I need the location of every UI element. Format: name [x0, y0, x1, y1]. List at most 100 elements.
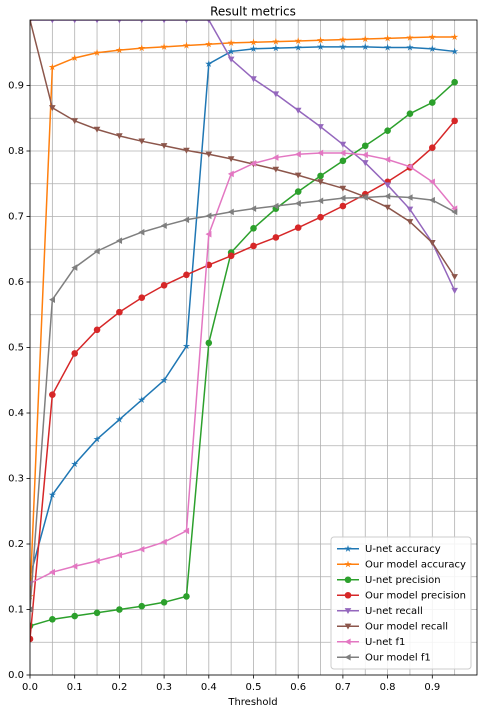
data-point: [117, 20, 122, 24]
data-point: [71, 350, 78, 357]
x-tick-label: 0.7: [335, 682, 351, 693]
data-point: [451, 117, 458, 125]
data-point: [429, 240, 436, 246]
data-point: [250, 205, 257, 212]
legend-marker: [344, 638, 351, 646]
data-point: [183, 271, 190, 279]
data-point: [49, 296, 55, 303]
series-line: [30, 81, 456, 627]
data-point: [227, 252, 235, 260]
data-point: [339, 194, 346, 202]
data-point: [160, 376, 168, 384]
data-point: [272, 154, 279, 161]
data-point: [294, 172, 302, 179]
data-point: [294, 43, 302, 51]
data-point: [183, 593, 190, 600]
data-point: [49, 616, 56, 623]
data-point: [93, 126, 101, 133]
data-point: [316, 36, 325, 44]
data-point: [339, 149, 346, 157]
y-tick-label: 0.9: [8, 81, 24, 92]
data-point: [49, 391, 56, 398]
data-point: [205, 151, 213, 158]
x-tick-label: 0.6: [290, 682, 306, 693]
data-point: [339, 43, 347, 50]
data-point: [429, 99, 436, 106]
data-point: [451, 47, 459, 55]
data-point: [115, 46, 124, 54]
x-tick-label: 0.1: [67, 682, 83, 693]
data-point: [93, 435, 101, 443]
data-point: [227, 170, 234, 178]
series-line: [30, 120, 456, 640]
data-point: [227, 56, 235, 63]
data-point: [93, 609, 101, 617]
data-point: [451, 287, 458, 294]
data-point: [115, 415, 124, 423]
data-point: [406, 163, 413, 171]
data-point: [50, 20, 55, 24]
data-point: [294, 150, 301, 158]
data-point: [138, 396, 146, 403]
data-point: [116, 133, 123, 140]
data-point: [162, 20, 166, 24]
legend-marker: [344, 653, 351, 661]
data-point: [138, 294, 146, 302]
data-point: [272, 166, 280, 173]
data-point: [294, 200, 301, 207]
y-tick-label: 0.8: [8, 146, 24, 157]
data-point: [272, 234, 280, 241]
data-point: [160, 43, 168, 50]
data-point: [428, 45, 436, 52]
data-point: [361, 194, 368, 201]
data-point: [294, 188, 302, 195]
x-tick-label: 0.8: [380, 682, 396, 693]
data-point: [30, 606, 33, 613]
data-point: [205, 40, 213, 48]
y-tick-label: 0.5: [8, 343, 24, 354]
data-point: [205, 60, 213, 67]
data-point: [182, 342, 191, 350]
data-point: [272, 202, 279, 210]
y-tick-label: 0.1: [8, 605, 24, 616]
data-point: [339, 141, 347, 148]
data-point: [49, 568, 55, 576]
data-point: [205, 212, 212, 220]
data-point: [250, 224, 257, 232]
data-point: [139, 20, 144, 24]
data-point: [317, 197, 324, 205]
data-point: [429, 178, 435, 186]
x-tick-label: 0.9: [424, 682, 440, 693]
data-point: [384, 127, 391, 134]
data-point: [429, 196, 435, 204]
legend-label: U-net accuracy: [365, 544, 441, 555]
data-point: [339, 157, 347, 165]
data-point: [71, 118, 78, 125]
data-point: [160, 598, 168, 606]
data-point: [429, 144, 436, 152]
data-point: [383, 43, 392, 51]
data-point: [93, 326, 101, 334]
data-point: [71, 460, 79, 468]
data-point: [72, 20, 77, 24]
legend-label: U-net f1: [365, 637, 405, 648]
data-point: [71, 54, 79, 62]
series-line: [30, 195, 455, 610]
x-tick-label: 0.3: [156, 682, 172, 693]
x-axis-label: Threshold: [227, 697, 277, 708]
legend-marker: [344, 591, 352, 599]
data-point: [384, 182, 391, 189]
legend-label: Our model recall: [365, 621, 448, 632]
data-point: [182, 41, 191, 49]
data-point: [160, 222, 167, 229]
data-point: [451, 274, 458, 281]
data-point: [361, 43, 369, 50]
series-line: [30, 36, 455, 597]
data-point: [451, 208, 458, 216]
data-point: [227, 47, 235, 55]
data-point: [71, 562, 78, 570]
x-tick-label: 0.0: [22, 682, 38, 693]
data-point: [49, 105, 56, 112]
data-point: [249, 38, 258, 46]
data-point: [384, 204, 391, 211]
